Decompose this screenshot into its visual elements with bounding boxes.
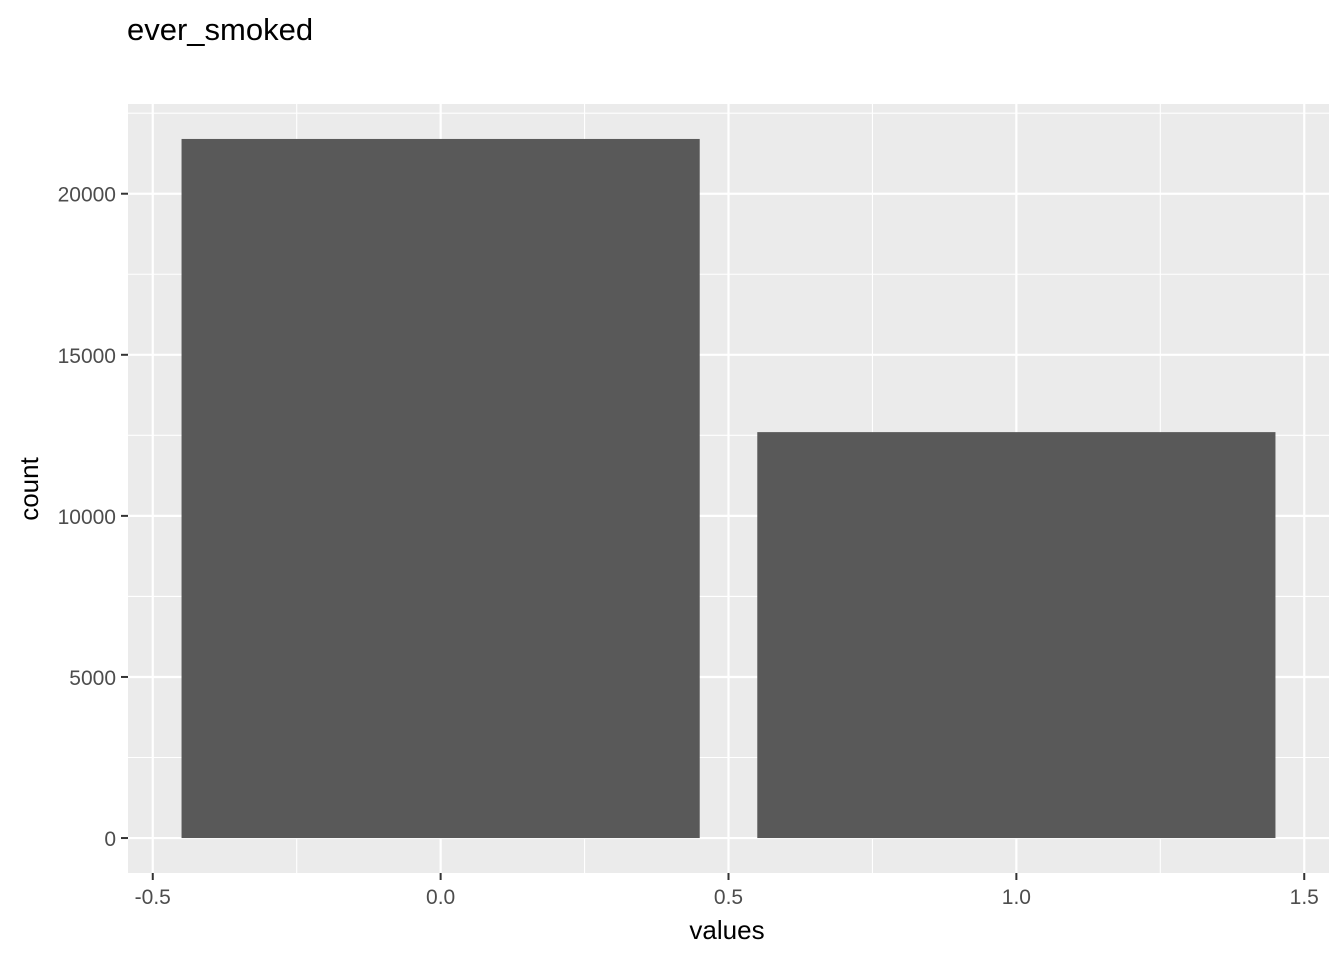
bar	[757, 432, 1276, 839]
x-axis-ticks: -0.5 0.0 0.5 1.0 1.5	[135, 873, 1319, 909]
y-tick-label: 20000	[58, 184, 116, 207]
bar	[181, 138, 700, 839]
chart-title: ever_smoked	[127, 12, 314, 47]
y-tick-label: 5000	[69, 667, 116, 690]
bars-group	[181, 138, 1276, 839]
y-tick-label: 10000	[58, 506, 116, 529]
x-tick-label: 0.5	[714, 886, 743, 909]
y-axis-ticks: 0 5000 10000 15000 20000	[58, 184, 128, 851]
y-axis-title: count	[14, 456, 44, 520]
x-tick-label: 1.5	[1290, 886, 1319, 909]
x-axis-title: values	[689, 915, 764, 945]
x-tick-label: 0.0	[426, 886, 455, 909]
y-tick-label: 15000	[58, 345, 116, 368]
x-tick-label: -0.5	[135, 886, 171, 909]
x-tick-label: 1.0	[1002, 886, 1031, 909]
y-tick-label: 0	[104, 828, 116, 851]
